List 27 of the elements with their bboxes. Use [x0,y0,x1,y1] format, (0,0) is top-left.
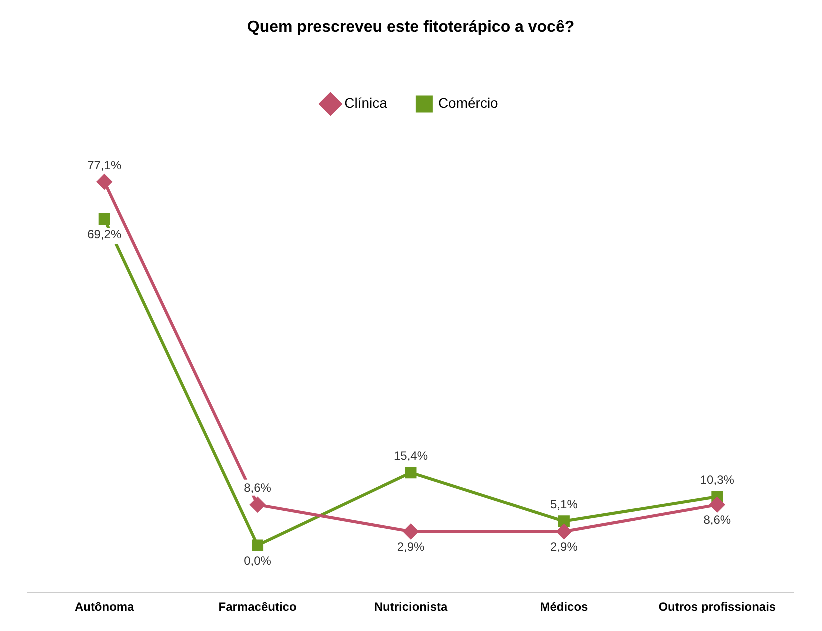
x-tick-label: Outros profissionais [658,600,776,614]
point [405,467,417,479]
chart-title: Quem prescreveu este fitoterápico a você? [247,19,575,36]
point [97,174,112,190]
data-label: 8,6% [704,513,732,528]
point [250,497,266,512]
legend-label: Clínica [344,95,388,112]
x-tick-label: Farmacêutico [218,600,297,614]
data-label: 0,0% [244,554,272,568]
point [404,524,418,540]
data-label: 69,2% [88,228,122,242]
point [558,516,570,528]
point [556,524,572,540]
point [710,497,725,512]
data-label: 8,6% [244,481,272,496]
point [252,540,264,552]
data-label: 2,9% [550,540,578,554]
data-label: 5,1% [550,498,578,512]
data-label: 15,4% [394,449,428,464]
data-label: 10,3% [700,473,735,488]
legend-label: Comércio [438,95,499,112]
x-tick-label: Médicos [540,600,589,614]
x-tick-label: Autônoma [74,600,135,614]
data-label: 2,9% [397,540,425,554]
point [98,214,110,225]
data-label: 77,1% [88,158,122,172]
x-tick-label: Nutricionista [374,600,448,614]
